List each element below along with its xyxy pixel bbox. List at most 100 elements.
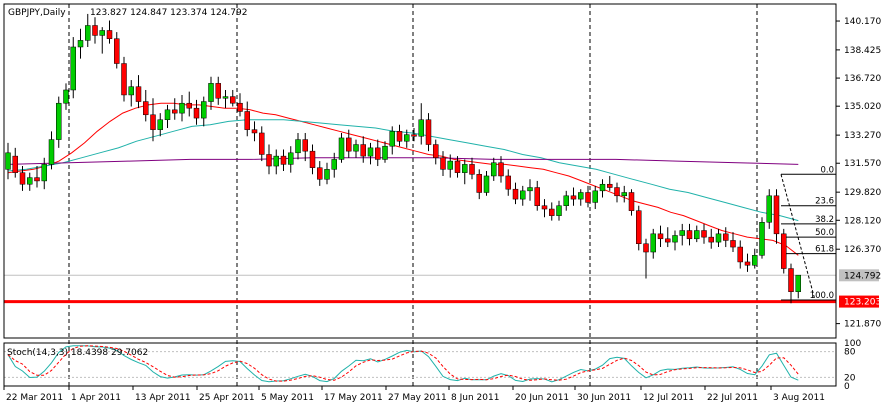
candle-body [433, 144, 439, 159]
candle-body [534, 187, 540, 206]
candle-body [686, 230, 693, 240]
y-tick-label: 138.425 [844, 46, 881, 56]
x-tick-label: 3 Aug 2011 [773, 393, 825, 403]
candle-body [454, 160, 461, 173]
candle-body [483, 175, 490, 193]
fib-level-label: 38.2 [815, 215, 834, 225]
candle-body [795, 274, 801, 292]
x-tick-label: 20 Jun 2011 [515, 393, 569, 403]
stoch-plot-frame [3, 342, 837, 387]
candle-body [150, 114, 156, 130]
candle-body [527, 187, 533, 192]
candle-body [85, 25, 91, 41]
x-tick-label: 12 Jul 2011 [643, 393, 694, 403]
candle-body [715, 233, 722, 243]
fib-level-label: 61.8 [815, 245, 834, 255]
candle-body [766, 195, 772, 223]
candle-body [773, 195, 780, 235]
symbol-label: GBPJPY,Daily [8, 8, 66, 18]
stoch-label: Stoch(14,3,3) 18.4398 29.7062 [7, 348, 148, 358]
y-tick-label: 129.820 [844, 188, 881, 198]
candle-body [730, 240, 736, 248]
candle-body [317, 167, 323, 180]
stoch-level-label: 80 [844, 348, 856, 358]
candle-body [621, 192, 627, 197]
candle-body [114, 38, 120, 64]
candle-body [694, 230, 700, 240]
y-tick-label: 121.870 [844, 320, 881, 330]
main-plot-frame [3, 3, 837, 339]
support-price-tag [839, 295, 879, 308]
candle-body [280, 155, 287, 165]
candle-body [607, 183, 613, 188]
candle-body [382, 145, 388, 160]
fib-level-label: 100.0 [810, 291, 834, 301]
candle-body [737, 246, 743, 263]
candle-body [273, 155, 279, 167]
candle-body [193, 107, 200, 119]
candle-body [266, 154, 272, 167]
x-tick-label: 22 Jul 2011 [707, 393, 758, 403]
candle-body [679, 230, 685, 236]
candle-body [404, 134, 410, 142]
candle-body [251, 129, 258, 134]
x-tick-label: 25 Apr 2011 [199, 393, 255, 403]
candle-body [172, 109, 178, 114]
candle-body [396, 131, 403, 142]
candle-body [585, 192, 591, 203]
candle-body [208, 83, 214, 102]
candle-body [92, 25, 98, 36]
candle-body [237, 102, 243, 112]
candle-body [375, 147, 381, 160]
stoch-level-label: 100 [844, 339, 861, 349]
candle-body [179, 102, 185, 114]
candle-body [411, 134, 417, 137]
x-tick-label: 17 May 2011 [324, 393, 383, 403]
candle-body [99, 30, 105, 36]
x-tick-label: 1 Apr 2011 [71, 393, 121, 403]
candle-body [70, 46, 76, 91]
candle-body [491, 162, 497, 177]
x-tick-label: 8 Jun 2011 [451, 393, 499, 403]
candle-body [476, 174, 482, 193]
ohlc-readout: 123.827 124.847 123.374 124.792 [90, 8, 247, 18]
stoch-k-line [7, 345, 799, 383]
candle-body [56, 102, 62, 140]
candle-body [744, 261, 751, 266]
x-tick-label: 22 Mar 2011 [6, 393, 63, 403]
candle-body [12, 155, 18, 173]
candle-body [643, 243, 649, 253]
candle-body [121, 63, 127, 96]
y-tick-label: 124.792 [844, 271, 881, 281]
candle-body [295, 139, 301, 154]
candle-body [143, 101, 149, 116]
candle-body [302, 139, 308, 152]
candle-body [288, 152, 294, 165]
candle-body [549, 208, 555, 216]
candle-body [592, 190, 598, 203]
candle-body [106, 30, 113, 39]
stoch-level-label: 20 [844, 373, 856, 383]
candle-body [541, 205, 548, 210]
x-tick-label: 30 Jun 2011 [577, 393, 631, 403]
candle-body [338, 137, 345, 160]
y-tick-label: 128.120 [844, 216, 881, 226]
candle-body [440, 157, 446, 170]
candlesticks [5, 13, 801, 304]
candle-body [462, 164, 468, 173]
ma-slow-line [7, 157, 799, 165]
candle-body [367, 147, 374, 157]
candle-body [222, 96, 229, 99]
candle-body [353, 144, 359, 152]
candle-body [636, 210, 642, 245]
y-tick-label: 136.720 [844, 74, 881, 84]
candle-body [48, 139, 55, 165]
axes: 140.170 138.425 136.720 135.020 133.270 131.5… [3, 3, 881, 403]
candle-body [599, 183, 606, 192]
candle-body [781, 233, 787, 269]
y-tick-label: 133.270 [844, 131, 881, 141]
moving-averages [7, 102, 799, 256]
fib-level-label: 0.0 [820, 165, 834, 175]
